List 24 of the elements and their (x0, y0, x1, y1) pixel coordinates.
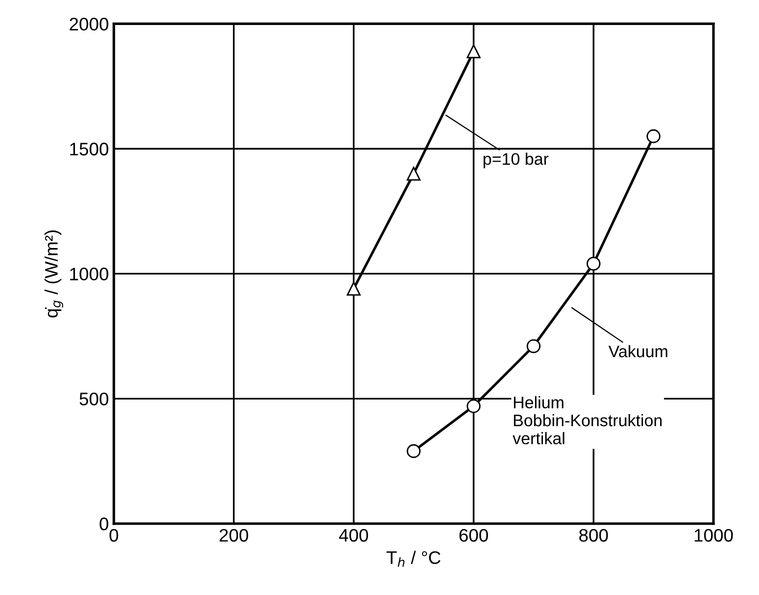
y-tick-label: 500 (80, 392, 108, 406)
x-tick-label: 800 (579, 528, 608, 542)
x-tick-label: 0 (110, 528, 118, 542)
x-tick-label: 1000 (694, 528, 733, 542)
x-tick-label: 200 (220, 528, 248, 542)
y-tick-label: 2000 (70, 18, 108, 31)
annotation: Vakuum (608, 345, 668, 358)
x-tick-label: 400 (339, 528, 368, 542)
point (466, 44, 481, 58)
point (406, 166, 421, 181)
annotation: p=10 bar (484, 152, 549, 168)
x-axis-title: T$_{h}$ / °C (386, 550, 440, 567)
y-tick-label: 0 (100, 518, 108, 530)
point (646, 129, 660, 144)
y-tick-label: 1500 (70, 142, 108, 156)
y-axis-title: q̇$_{g}$ / (W/m²) (44, 230, 64, 318)
y-tick-label: 1000 (70, 268, 108, 280)
point (466, 399, 481, 414)
point (406, 444, 421, 458)
point (346, 282, 361, 296)
annotation: Helium Bobbin-Konstruktion vertikal (512, 396, 662, 444)
point (586, 256, 600, 271)
point (526, 339, 541, 354)
x-tick-label: 600 (459, 528, 488, 542)
